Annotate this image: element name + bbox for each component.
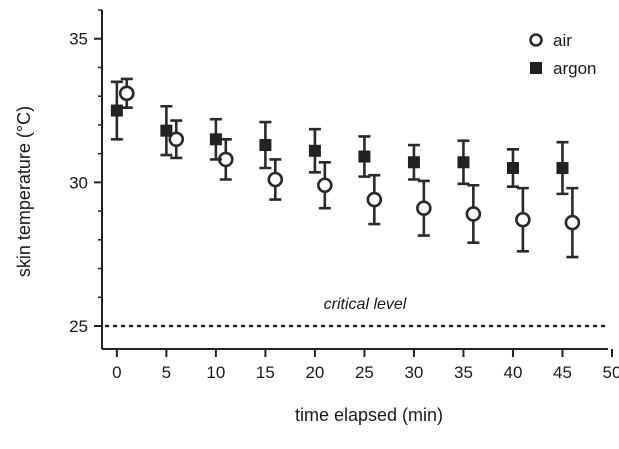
argon-point [110,104,123,117]
legend: air argon [529,31,596,78]
argon-point [308,144,321,157]
data-marks [110,77,581,259]
argon-point [259,139,272,152]
air-point [564,214,581,231]
argon-point [209,133,222,146]
legend-marker-air [529,33,543,47]
y-tick-label-35: 35 [69,30,88,49]
x-tick-label-5: 5 [162,363,171,382]
x-tick-label-35: 35 [454,363,473,382]
air-point [366,191,383,208]
x-tick-label-45: 45 [553,363,572,382]
air-point [515,211,531,228]
x-tick-label-30: 30 [404,363,423,382]
argon-point [407,156,420,169]
air-point [465,206,482,222]
argon-point [160,124,173,137]
air-point [168,131,185,148]
air-point [416,200,432,217]
legend-label-argon: argon [553,59,596,78]
air-point [317,177,333,194]
x-tick-label-20: 20 [305,363,324,382]
argon-point [358,150,371,163]
argon-point [457,156,470,169]
legend-marker-argon [530,62,542,74]
series-argon [110,80,569,196]
x-tick-label-0: 0 [112,363,121,382]
y-tick-label-30: 30 [69,173,88,192]
y-tick-label-25: 25 [69,317,88,336]
critical-level-label: critical level [324,296,407,313]
x-axis-label: time elapsed (min) [295,405,443,425]
axes: 25 30 35 0 5 10 15 20 25 30 35 40 45 50 [69,9,619,382]
argon-point [556,162,569,175]
x-tick-label-25: 25 [355,363,374,382]
y-axis-label: skin temperature (°C) [14,106,34,277]
x-tick-label-40: 40 [504,363,523,382]
x-tick-label-10: 10 [206,363,225,382]
series-air [118,77,581,259]
x-tick-label-15: 15 [256,363,275,382]
argon-point [506,162,519,175]
critical-level-line-group: critical level [104,296,612,328]
x-tick-label-50: 50 [603,363,619,382]
air-point [267,171,284,188]
air-point [118,85,135,102]
legend-label-air: air [553,31,572,50]
